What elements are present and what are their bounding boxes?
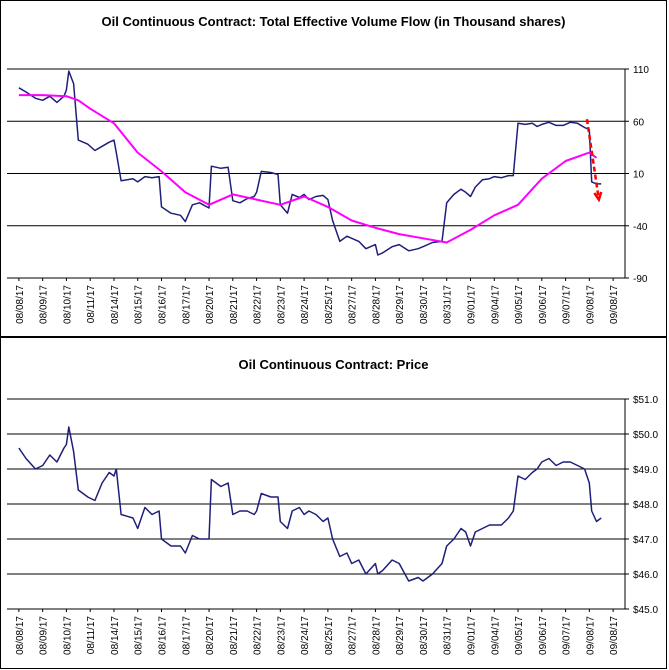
price-x-tick-label-13: 08/25/17 <box>324 616 335 655</box>
volume-series-average-line <box>18 94 598 244</box>
volume-x-tick-label-5: 08/15/17 <box>134 285 145 324</box>
price-y-tick-label-3: $48.0 <box>633 500 658 511</box>
price-x-tick-label-21: 09/05/17 <box>514 616 525 655</box>
volume-x-tick-label-0: 08/08/17 <box>15 285 26 324</box>
price-x-tick-label-5: 08/15/17 <box>134 616 145 655</box>
price-y-tick-label-0: $51.0 <box>633 395 658 406</box>
volume-y-tick-label-2: 10 <box>633 170 645 181</box>
volume-x-tick-label-17: 08/30/17 <box>419 285 430 324</box>
price-x-tick-label-2: 08/10/17 <box>62 616 73 655</box>
volume-x-tick-label-4: 08/14/17 <box>110 285 121 324</box>
price-x-tick-label-7: 08/17/17 <box>181 616 192 655</box>
volume-x-tick-label-23: 09/07/17 <box>562 285 573 324</box>
price-y-tick-label-5: $46.0 <box>633 570 658 581</box>
price-x-tick-label-22: 09/06/17 <box>538 616 549 655</box>
volume-x-tick-label-24: 09/08/17 <box>585 285 596 324</box>
volume-flow-chart-title: Oil Continuous Contract: Total Effective… <box>101 14 566 29</box>
volume-x-tick-label-14: 08/27/17 <box>348 285 359 324</box>
price-chart: $51.0 $50.0 $49.0 $48.0 $47.0 $46.0 $45.0 08/08… <box>7 395 658 655</box>
price-y-tick-label-4: $47.0 <box>633 535 658 546</box>
volume-x-tick-label-15: 08/28/17 <box>371 285 382 324</box>
price-x-tick-label-11: 08/23/17 <box>276 616 287 655</box>
volume-y-tick-label-1: 60 <box>633 117 645 128</box>
volume-x-tick-label-16: 08/29/17 <box>395 285 406 324</box>
volume-y-tick-label-3: -40 <box>633 222 648 233</box>
price-x-tick-label-1: 08/09/17 <box>39 616 50 655</box>
volume-annotation-arrow-shaft <box>585 118 601 200</box>
volume-x-tick-label-6: 08/16/17 <box>158 285 169 324</box>
price-x-tick-label-20: 09/04/17 <box>490 616 501 655</box>
price-y-tick-label-2: $49.0 <box>633 465 658 476</box>
price-x-tick-label-3: 08/11/17 <box>86 616 97 655</box>
price-series-price-line <box>18 426 602 582</box>
volume-x-tick-label-22: 09/06/17 <box>538 285 549 324</box>
volume-y-tick-label-0: 110 <box>633 65 649 76</box>
volume-flow-chart: 110 60 10 -40 -90 08/08/17 08/09/17 08/10/17 08/… <box>7 65 649 324</box>
price-y-tick-label-6: $45.0 <box>633 605 658 616</box>
volume-annotation-arrow-head <box>593 191 603 203</box>
volume-flow-chart-panel: Oil Continuous Contract: Total Effective… <box>0 0 667 337</box>
volume-y-tick-label-4: -90 <box>633 274 648 285</box>
price-chart-panel: Oil Continuous Contract: Price $51.0 $50.… <box>0 337 667 669</box>
volume-x-tick-label-20: 09/04/17 <box>490 285 501 324</box>
volume-x-tick-label-12: 08/24/17 <box>300 285 311 324</box>
volume-series-volume-line <box>18 70 602 256</box>
price-x-tick-label-25: 09/08/17 <box>609 616 620 655</box>
price-x-tick-label-15: 08/28/17 <box>371 616 382 655</box>
price-chart-title: Oil Continuous Contract: Price <box>238 357 429 372</box>
volume-x-tick-label-2: 08/10/17 <box>62 285 73 324</box>
price-x-tick-label-16: 08/29/17 <box>395 616 406 655</box>
volume-x-tick-label-11: 08/23/17 <box>276 285 287 324</box>
price-x-tick-label-10: 08/22/17 <box>253 616 264 655</box>
volume-x-tick-label-3: 08/11/17 <box>86 285 97 324</box>
volume-x-tick-label-21: 09/05/17 <box>514 285 525 324</box>
volume-x-tick-label-9: 08/21/17 <box>229 285 240 324</box>
price-x-tick-label-18: 08/31/17 <box>443 616 454 655</box>
price-x-tick-label-4: 08/14/17 <box>110 616 121 655</box>
price-x-tick-label-8: 08/20/17 <box>205 616 216 655</box>
price-x-tick-label-17: 08/30/17 <box>419 616 430 655</box>
volume-x-tick-label-13: 08/25/17 <box>324 285 335 324</box>
price-y-tick-label-1: $50.0 <box>633 430 658 441</box>
volume-x-tick-label-19: 09/01/17 <box>467 285 478 324</box>
price-x-tick-label-12: 08/24/17 <box>300 616 311 655</box>
volume-x-tick-label-25: 09/08/17 <box>609 285 620 324</box>
price-x-tick-label-0: 08/08/17 <box>15 616 26 655</box>
volume-x-tick-label-7: 08/17/17 <box>181 285 192 324</box>
volume-x-tick-label-18: 08/31/17 <box>443 285 454 324</box>
volume-x-tick-label-10: 08/22/17 <box>253 285 264 324</box>
price-x-tick-label-24: 09/08/17 <box>585 616 596 655</box>
price-x-tick-label-19: 09/01/17 <box>467 616 478 655</box>
price-x-tick-label-14: 08/27/17 <box>348 616 359 655</box>
volume-x-tick-label-1: 08/09/17 <box>39 285 50 324</box>
price-x-tick-label-9: 08/21/17 <box>229 616 240 655</box>
price-x-tick-label-23: 09/07/17 <box>562 616 573 655</box>
price-x-tick-label-6: 08/16/17 <box>158 616 169 655</box>
volume-x-tick-label-8: 08/20/17 <box>205 285 216 324</box>
